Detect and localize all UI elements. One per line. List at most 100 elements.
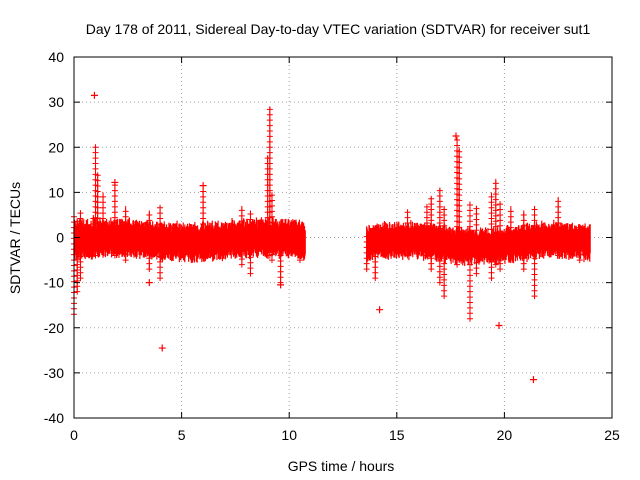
spike-point [100,231,107,238]
spike-point [488,226,495,233]
spike-point [492,212,499,219]
spike-point [507,208,514,215]
spike-point [441,233,448,240]
spike-point [266,122,273,129]
spike-point [423,252,430,259]
spike-point [466,261,473,268]
spike-point [363,255,370,262]
spike-point [94,193,101,200]
spike-point [94,220,101,227]
spike-point [576,246,583,253]
spike-point [466,288,473,295]
spike-point [441,271,448,278]
spike-point [428,195,435,202]
spike-point [531,282,538,289]
y-tick-label: 10 [48,184,64,200]
spike-point [492,261,499,268]
spike-point [507,257,514,264]
spike-point [473,211,480,218]
spike-point [404,236,411,243]
spike-point [436,236,443,243]
spike-point [74,223,81,230]
spike-point [488,258,495,265]
spike-point [473,221,480,228]
spike-point [200,248,207,255]
spike-point [111,187,118,194]
x-tick-labels: 0 5 10 15 20 25 [70,427,620,443]
spike-point [473,259,480,266]
spike-point [436,252,443,259]
spike-point [466,207,473,214]
spike-point [200,231,207,238]
spike-point [200,215,207,222]
spike-point [497,228,504,235]
spike-point [92,165,99,172]
spike-point [454,261,461,268]
spike-point [111,230,118,237]
spike-point [520,222,527,229]
spike-point [238,229,245,236]
spike-point [441,293,448,300]
spike-point [266,176,273,183]
spike-point [77,275,84,282]
spike-point [466,310,473,317]
spike-point [555,241,562,248]
spike-point [277,236,284,243]
spike-point [238,218,245,225]
spike-point [456,186,463,193]
spike-point [247,232,254,239]
spike-point [238,250,245,257]
spike-point [531,244,538,251]
outlier-point [111,178,119,186]
spike-point [441,266,448,273]
spike-point [436,214,443,221]
x-tick-label: 20 [497,427,513,443]
spike-point [466,245,473,252]
spike-point [94,172,101,179]
spike-point [441,239,448,246]
spike-point [238,245,245,252]
x-tick-label: 15 [389,427,405,443]
spike-point [466,218,473,225]
spike-point [268,208,275,215]
spike-point [497,244,504,251]
spike-point [157,264,164,271]
spike-point [296,251,303,258]
spike-point [146,239,153,246]
spike-point [372,231,379,238]
spike-point [363,244,370,251]
spike-point [423,225,430,232]
spike-point [372,242,379,249]
spike-point [277,247,284,254]
spike-point [436,257,443,264]
y-tick-label: -10 [44,275,64,291]
spike-point [268,246,275,253]
spike-point [488,220,495,227]
spike-point [268,219,275,226]
spike-point [404,230,411,237]
spike-point [466,250,473,257]
spike-point [436,263,443,270]
spike-point [146,211,153,218]
spike-point [507,224,514,231]
spike-point [266,160,273,167]
spike-point [436,225,443,232]
spike-point [146,233,153,240]
spike-point [507,246,514,253]
outlier-point [199,182,207,190]
spike-point [466,315,473,322]
spike-point [74,272,81,279]
spike-point [488,231,495,238]
spike-point [200,193,207,200]
spike-point [456,202,463,209]
spike-point [277,252,284,259]
spike-point [441,276,448,283]
spike-point [200,199,207,206]
spike-point [268,235,275,242]
y-tick-labels: -40 -30 -20 -10 0 10 20 30 40 [44,49,64,426]
x-tick-label: 5 [178,427,186,443]
spike-point [531,206,538,213]
spike-point [428,239,435,246]
spike-point [247,265,254,272]
spike-point [492,196,499,203]
